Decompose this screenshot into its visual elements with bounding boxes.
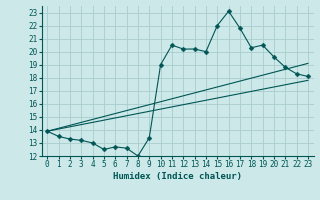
X-axis label: Humidex (Indice chaleur): Humidex (Indice chaleur) xyxy=(113,172,242,181)
